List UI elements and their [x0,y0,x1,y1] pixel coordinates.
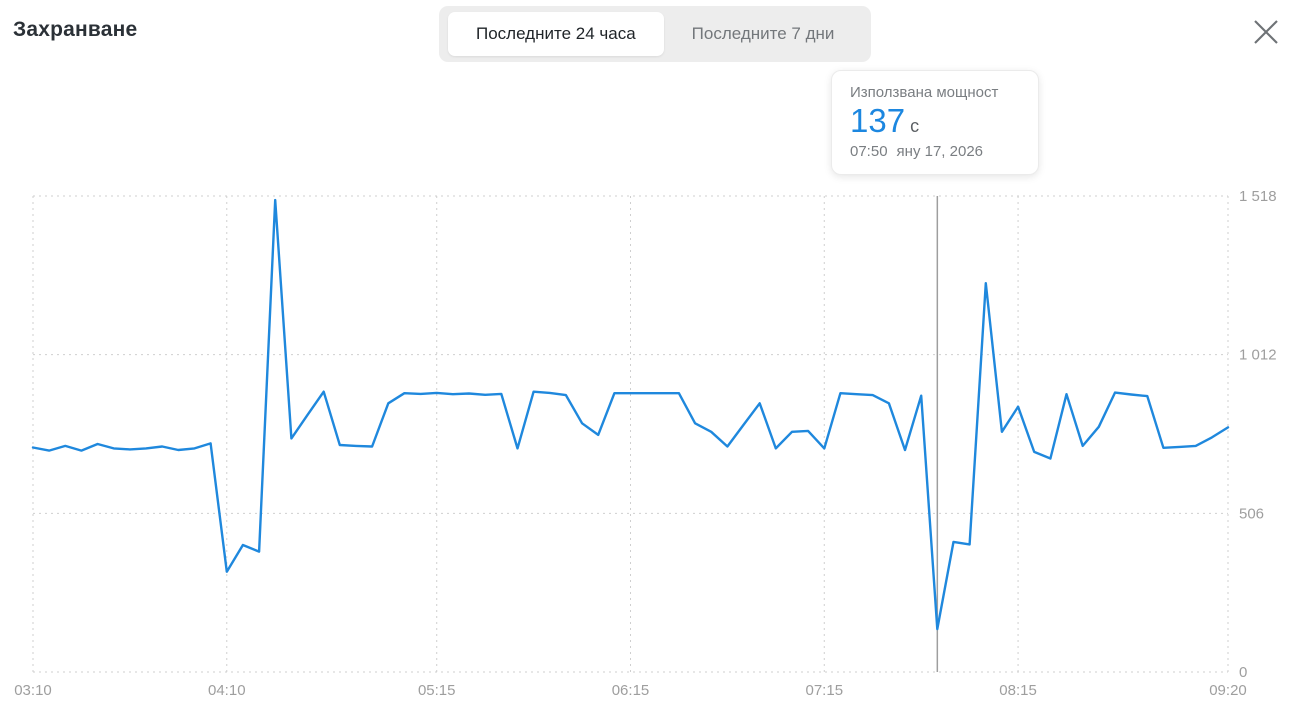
power-usage-chart[interactable]: 0 506 1 012 1 518 03:10 04:10 05:15 06:15 07:15 0… [0,180,1300,715]
tooltip-timestamp: 07:50 яну 17, 2026 [850,143,1020,160]
power-series-line [31,198,1230,631]
x-axis-tick-label: 03:10 [14,682,52,699]
tooltip-time: 07:50 [850,142,888,160]
time-range-tabs: Последните 24 часа Последните 7 дни [439,6,872,62]
tab-last-24-hours[interactable]: Последните 24 часа [448,12,664,56]
tooltip-date: яну 17, 2026 [896,142,984,160]
tooltip-label: Използвана мощност [850,84,999,101]
tooltip-value-row: 137 с [850,102,1020,139]
page-title: Захранване [13,18,138,41]
y-axis-tick-label: 1 012 [1239,347,1277,364]
close-button[interactable] [1246,12,1286,52]
x-axis-tick-label: 08:15 [999,682,1037,699]
y-axis-tick-label: 0 [1239,664,1247,681]
y-axis-tick-label: 1 518 [1239,188,1277,205]
tab-last-7-days[interactable]: Последните 7 дни [664,12,863,56]
y-axis-tick-label: 506 [1239,505,1264,522]
close-icon [1254,20,1278,44]
chart-tooltip: Използвана мощност 137 с 07:50 яну 17, 2… [831,70,1039,175]
x-axis-tick-label: 04:10 [208,682,246,699]
x-axis-tick-label: 09:20 [1209,682,1247,699]
x-axis-tick-label: 05:15 [418,682,456,699]
tooltip-value: 137 [850,102,906,139]
x-axis-tick-label: 07:15 [806,682,844,699]
x-axis-tick-label: 06:15 [612,682,650,699]
tooltip-unit: с [910,116,920,136]
